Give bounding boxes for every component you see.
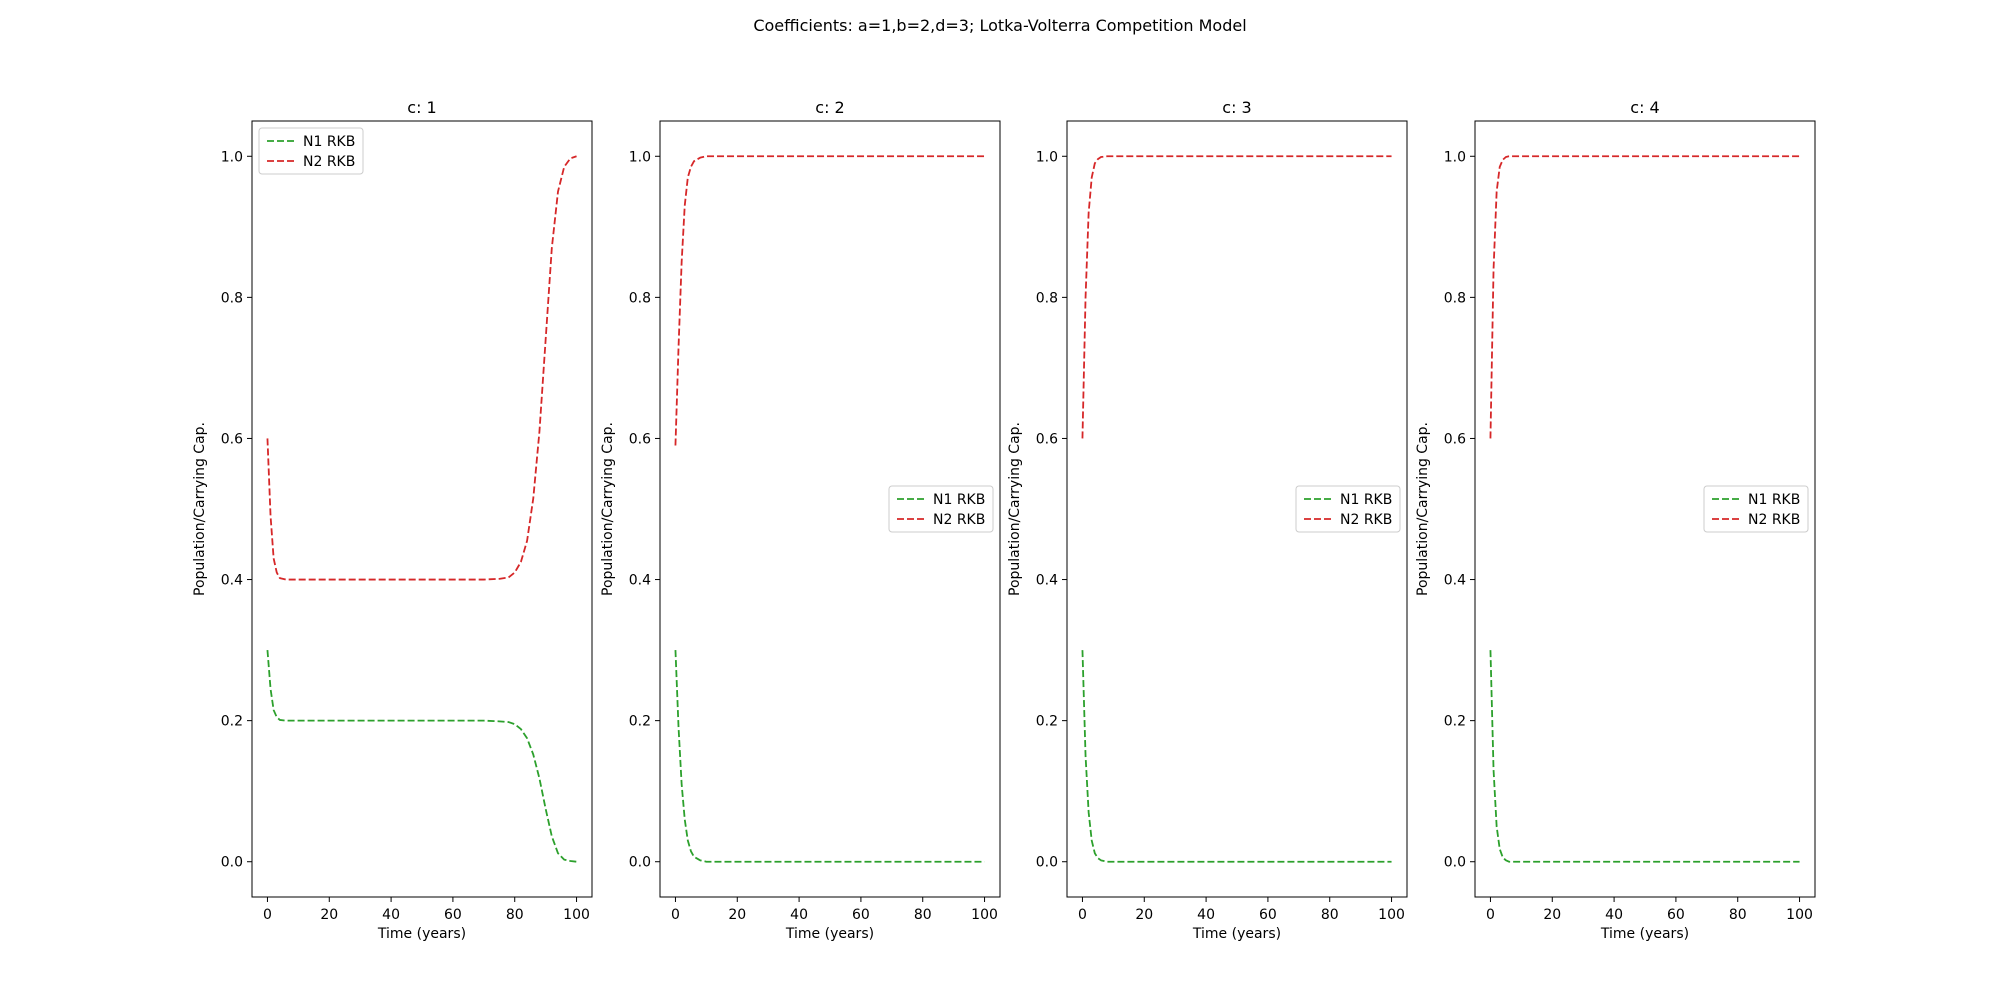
axes-layer: c: 1 0 20 40 60 80 100 0.0 0.2 0.4 0.6 0.8 1.0 Time (… <box>192 98 1816 942</box>
x-axis-label: Time (years) <box>1600 926 1689 942</box>
legend: N1 RKB N2 RKB <box>888 485 994 533</box>
legend-entry-label: N1 RKB <box>933 492 985 508</box>
y-tick-label: 1.0 <box>1444 149 1466 165</box>
y-tick-label: 1.0 <box>629 149 651 165</box>
x-tick-label: 80 <box>914 907 932 923</box>
x-axis-label: Time (years) <box>377 926 466 942</box>
legend-entry-label: N1 RKB <box>1748 492 1800 508</box>
series-line-n2-rkb <box>1489 155 1800 439</box>
y-axis-label: Population/Carrying Cap. <box>1007 422 1023 596</box>
x-tick-label: 80 <box>1729 907 1747 923</box>
y-tick-label: 0.6 <box>1036 431 1058 447</box>
x-tick-label: 40 <box>1605 907 1623 923</box>
legend: N1 RKB N2 RKB <box>1703 485 1809 533</box>
x-tick-label: 0 <box>1078 907 1087 923</box>
legend: N1 RKB N2 RKB <box>258 127 364 175</box>
x-tick-label: 40 <box>1197 907 1215 923</box>
y-tick-label: 0.2 <box>221 714 243 730</box>
y-tick-label: 0.4 <box>221 573 243 589</box>
y-tick-label: 0.0 <box>629 855 651 871</box>
legend-entry-label: N2 RKB <box>933 512 985 528</box>
x-axis-label: Time (years) <box>785 926 874 942</box>
x-tick-label: 100 <box>1378 907 1405 923</box>
x-tick-label: 100 <box>971 907 998 923</box>
x-tick-label: 40 <box>790 907 808 923</box>
legend-entry-label: N1 RKB <box>1340 492 1392 508</box>
x-tick-label: 20 <box>728 907 746 923</box>
axes-panel-4: c: 4 0 20 40 60 80 100 0.0 0.2 0.4 0.6 0.8 1.0 Time (… <box>1415 98 1816 942</box>
x-tick-label: 20 <box>1543 907 1561 923</box>
legend-frame <box>1703 485 1809 533</box>
series-line-n2-rkb <box>1081 155 1392 439</box>
y-axis-label: Population/Carrying Cap. <box>1415 422 1431 596</box>
x-tick-label: 100 <box>1786 907 1813 923</box>
y-tick-label: 0.2 <box>1036 714 1058 730</box>
y-axis-label: Population/Carrying Cap. <box>192 422 208 596</box>
y-tick-label: 1.0 <box>221 149 243 165</box>
axes-panel-2: c: 2 0 20 40 60 80 100 0.0 0.2 0.4 0.6 0.8 1.0 Time (… <box>600 98 1001 942</box>
x-tick-label: 60 <box>1259 907 1277 923</box>
y-tick-label: 0.8 <box>629 290 651 306</box>
y-tick-label: 0.0 <box>1036 855 1058 871</box>
legend-entry-label: N2 RKB <box>1340 512 1392 528</box>
legend-entry-label: N1 RKB <box>303 134 355 150</box>
x-tick-label: 0 <box>1486 907 1495 923</box>
y-tick-label: 0.4 <box>629 573 651 589</box>
axes-frame <box>251 120 593 898</box>
legend-frame <box>888 485 994 533</box>
axes-title: c: 4 <box>1630 98 1659 117</box>
series-line-n1-rkb <box>1489 650 1800 863</box>
y-tick-label: 0.6 <box>1444 431 1466 447</box>
y-tick-label: 0.8 <box>221 290 243 306</box>
axes-title: c: 1 <box>407 98 436 117</box>
x-tick-label: 60 <box>444 907 462 923</box>
y-tick-label: 0.6 <box>221 431 243 447</box>
series-line-n1-rkb <box>1081 650 1392 863</box>
figure-suptitle: Coefficients: a=1,b=2,d=3; Lotka-Volterr… <box>753 16 1246 35</box>
axes-title: c: 3 <box>1222 98 1251 117</box>
series-line-n1-rkb <box>266 650 577 863</box>
x-tick-label: 100 <box>563 907 590 923</box>
y-tick-label: 0.0 <box>1444 855 1466 871</box>
x-tick-label: 60 <box>852 907 870 923</box>
y-tick-label: 0.8 <box>1444 290 1466 306</box>
legend-entry-label: N2 RKB <box>303 154 355 170</box>
x-tick-label: 60 <box>1667 907 1685 923</box>
axes-frame <box>1066 120 1408 898</box>
y-tick-label: 0.2 <box>629 714 651 730</box>
x-tick-label: 80 <box>506 907 524 923</box>
y-tick-label: 0.4 <box>1036 573 1058 589</box>
legend-frame <box>1295 485 1401 533</box>
y-axis-label: Population/Carrying Cap. <box>600 422 616 596</box>
y-tick-label: 0.6 <box>629 431 651 447</box>
x-tick-label: 20 <box>1135 907 1153 923</box>
axes-panel-1: c: 1 0 20 40 60 80 100 0.0 0.2 0.4 0.6 0.8 1.0 Time (… <box>192 98 593 942</box>
legend: N1 RKB N2 RKB <box>1295 485 1401 533</box>
y-tick-label: 0.4 <box>1444 573 1466 589</box>
x-tick-label: 40 <box>382 907 400 923</box>
y-tick-label: 0.2 <box>1444 714 1466 730</box>
axes-frame <box>659 120 1001 898</box>
series-line-n2-rkb <box>266 155 577 581</box>
y-tick-label: 1.0 <box>1036 149 1058 165</box>
x-tick-label: 0 <box>671 907 680 923</box>
legend-frame <box>258 127 364 175</box>
axes-title: c: 2 <box>815 98 844 117</box>
x-tick-label: 20 <box>320 907 338 923</box>
x-axis-label: Time (years) <box>1192 926 1281 942</box>
series-line-n2-rkb <box>674 155 985 446</box>
y-tick-label: 0.0 <box>221 855 243 871</box>
axes-frame <box>1474 120 1816 898</box>
x-tick-label: 0 <box>263 907 272 923</box>
legend-entry-label: N2 RKB <box>1748 512 1800 528</box>
y-tick-label: 0.8 <box>1036 290 1058 306</box>
axes-panel-3: c: 3 0 20 40 60 80 100 0.0 0.2 0.4 0.6 0.8 1.0 Time (… <box>1007 98 1408 942</box>
x-tick-label: 80 <box>1321 907 1339 923</box>
series-line-n1-rkb <box>674 650 985 863</box>
